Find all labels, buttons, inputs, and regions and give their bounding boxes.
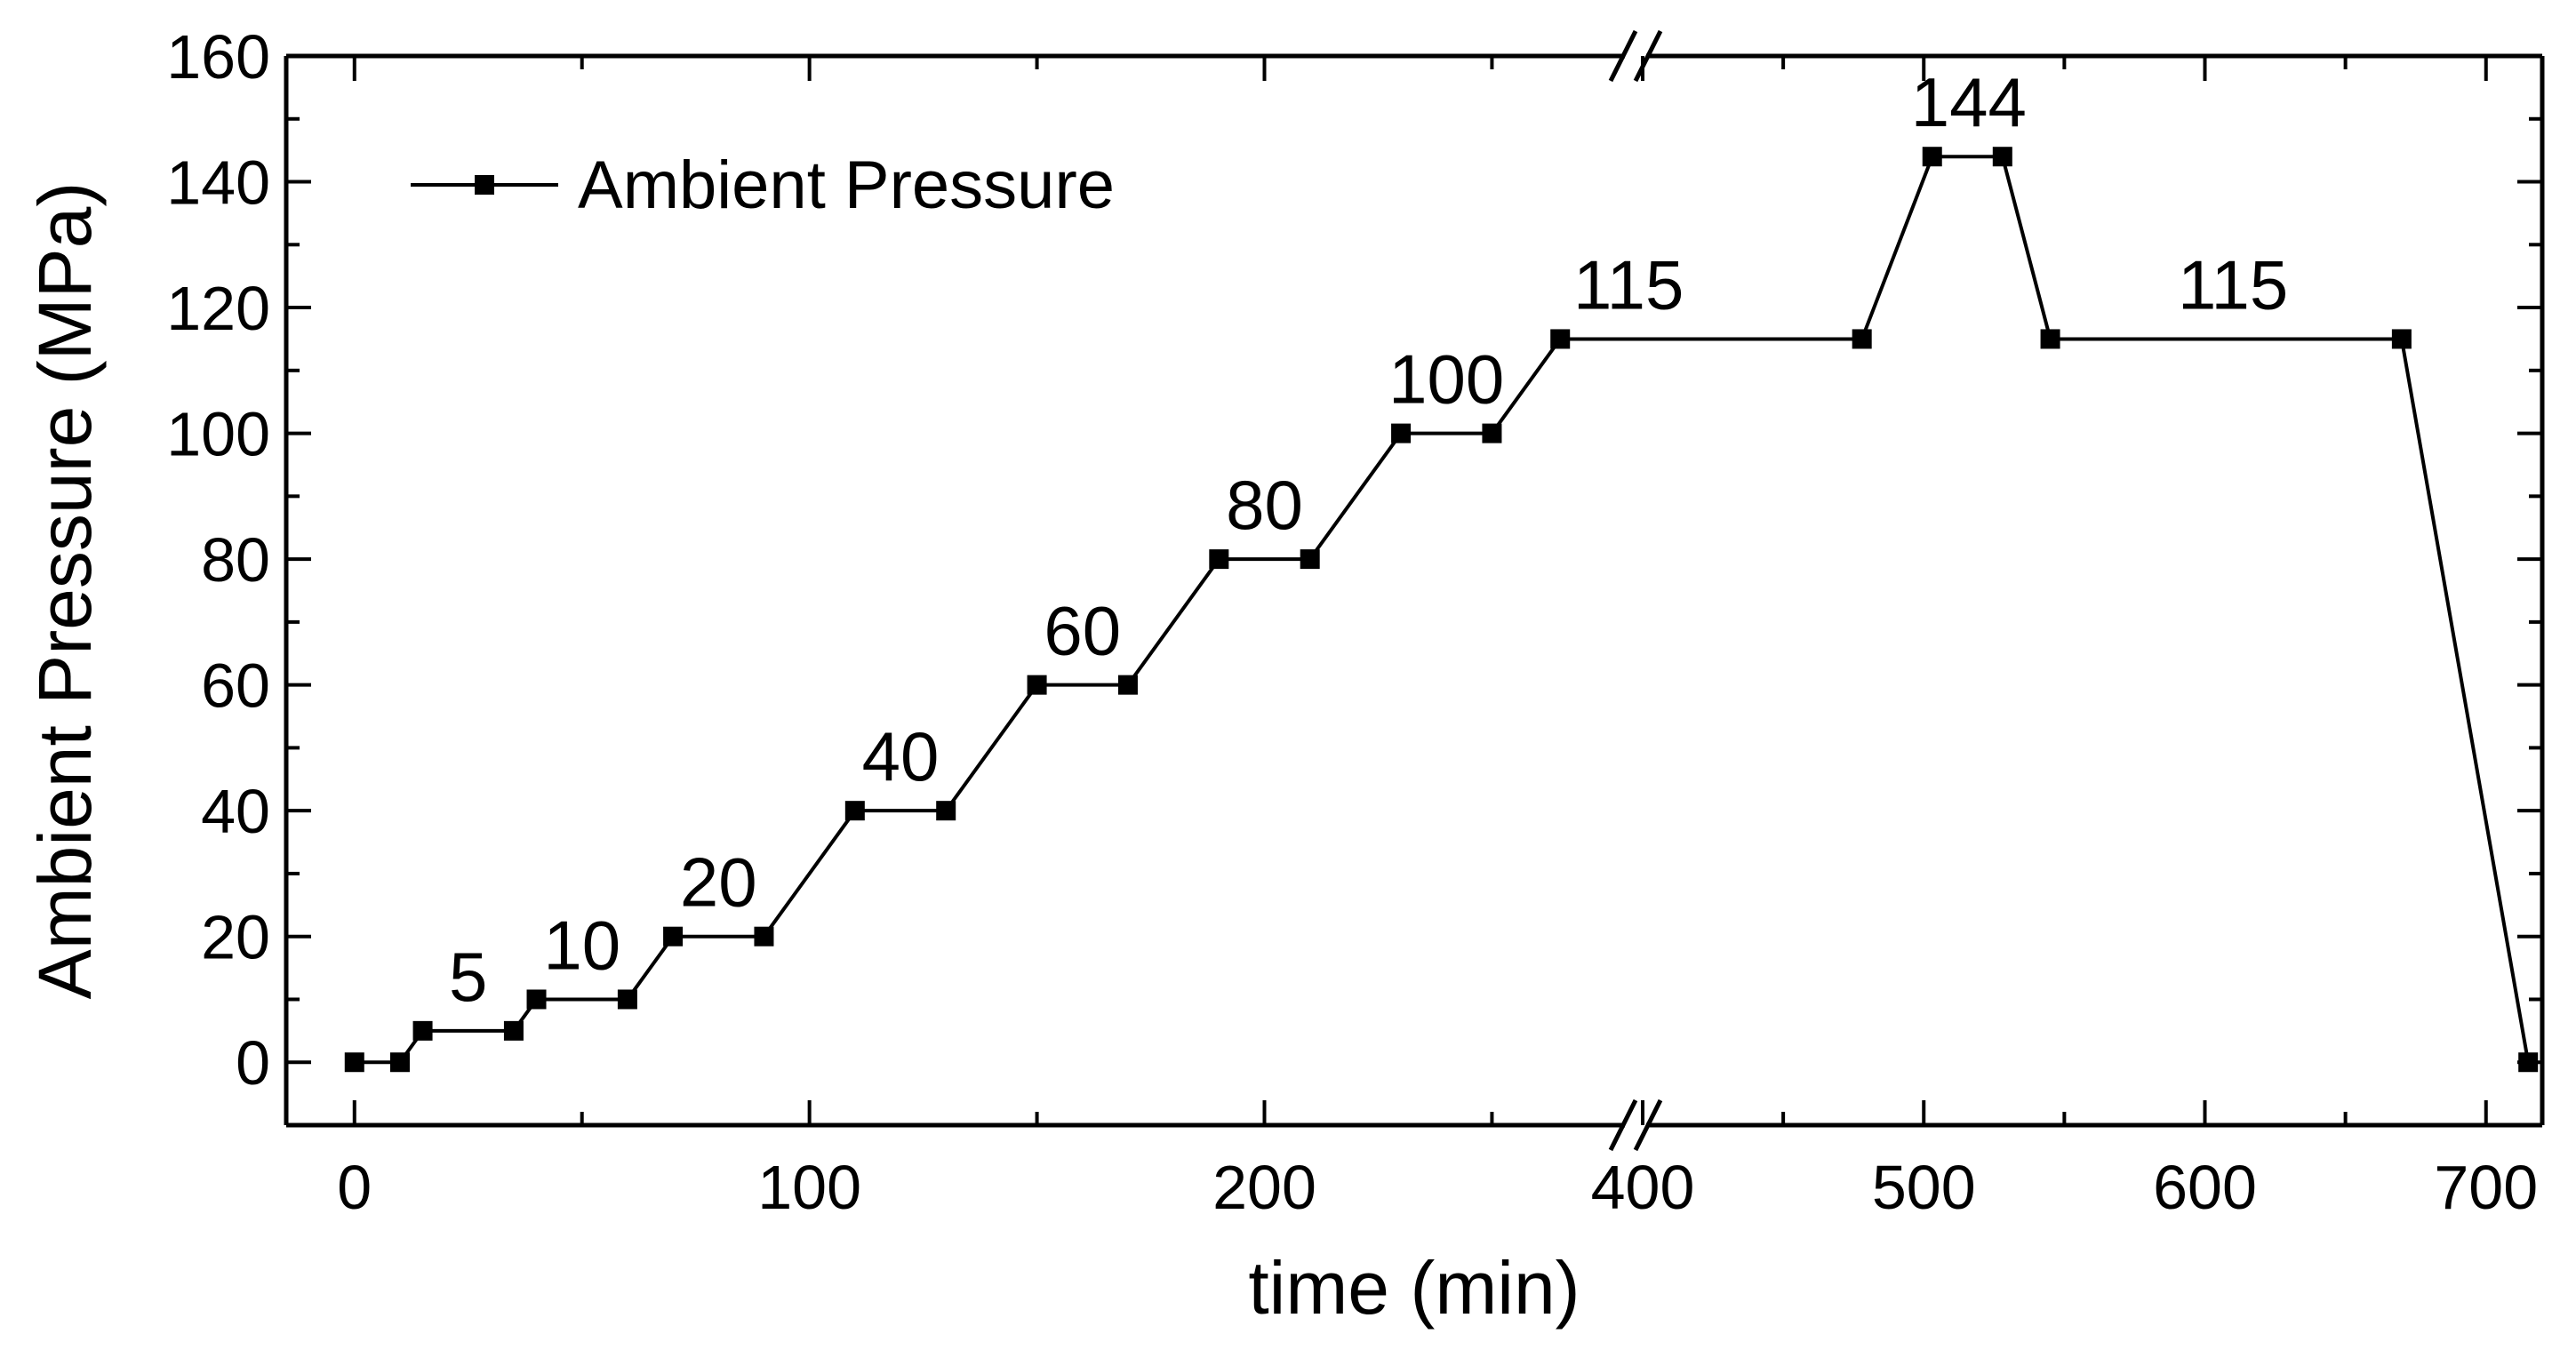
data-point [1482,423,1502,443]
y-tick-label: 60 [201,651,270,721]
x-tick-label: 0 [337,1153,372,1222]
data-point [663,926,684,947]
x-axis-title: time (min) [1248,1246,1580,1330]
y-tick-label: 0 [236,1028,270,1098]
x-tick-label: 200 [1212,1153,1316,1222]
data-label: 40 [862,717,940,795]
data-point [1300,549,1320,570]
data-label: 80 [1226,466,1303,544]
x-tick-label: 500 [1872,1153,1976,1222]
series-layer [344,147,2539,1073]
data-point [754,926,774,947]
data-point [526,989,547,1010]
labels-layer: 5 10 20 40 60 80 100 115 144 115 [449,63,2288,1016]
data-point [389,1052,410,1073]
y-tick-label: 80 [201,525,270,595]
data-point [1992,147,2012,167]
y-tick-label: 140 [166,148,270,218]
x-tick-label: 400 [1591,1153,1695,1222]
data-point [503,1020,524,1041]
data-point [412,1020,433,1041]
bottom-break-mark [1633,1098,1663,1152]
data-point [344,1052,364,1073]
legend-marker [475,175,494,195]
data-label: 20 [680,843,757,922]
data-label: 144 [1911,63,2027,141]
data-label: 10 [543,906,620,984]
data-point [1117,675,1138,695]
data-point [844,801,865,821]
data-point [617,989,637,1010]
x-tick-label: 100 [757,1153,861,1222]
data-point [936,801,956,821]
data-point [1852,329,1872,349]
data-label: 115 [2178,245,2288,324]
data-point [1391,423,1412,443]
top-break-mark [1633,29,1663,83]
data-point [1922,147,1942,167]
x-tick-label: 700 [2434,1153,2538,1222]
y-tick-label: 40 [201,777,270,846]
data-point [2040,329,2060,349]
data-point [2391,329,2412,349]
y-tick-label: 120 [166,274,270,343]
top-break-mark [1608,29,1638,83]
data-label: 5 [449,938,487,1016]
data-point [2518,1052,2539,1073]
y-tick-label: 100 [166,400,270,469]
data-label: 60 [1044,592,1121,670]
y-axis-title: Ambient Pressure (MPa) [23,182,107,1000]
data-label: 100 [1388,340,1504,419]
x-tick-label: 600 [2153,1153,2257,1222]
legend-label: Ambient Pressure [578,148,1115,223]
axes-layer: 0 20 40 60 80 100 120 140 160 0 100 200 400 500 600 700… [23,22,2545,1330]
data-point [1027,675,1047,695]
y-tick-label: 20 [201,903,270,972]
bottom-break-mark [1608,1098,1638,1152]
legend-layer: Ambient Pressure [411,148,1115,223]
data-label: 115 [1573,245,1684,324]
data-point [1209,549,1229,570]
y-tick-label: 160 [166,22,270,92]
data-point [1550,329,1571,349]
